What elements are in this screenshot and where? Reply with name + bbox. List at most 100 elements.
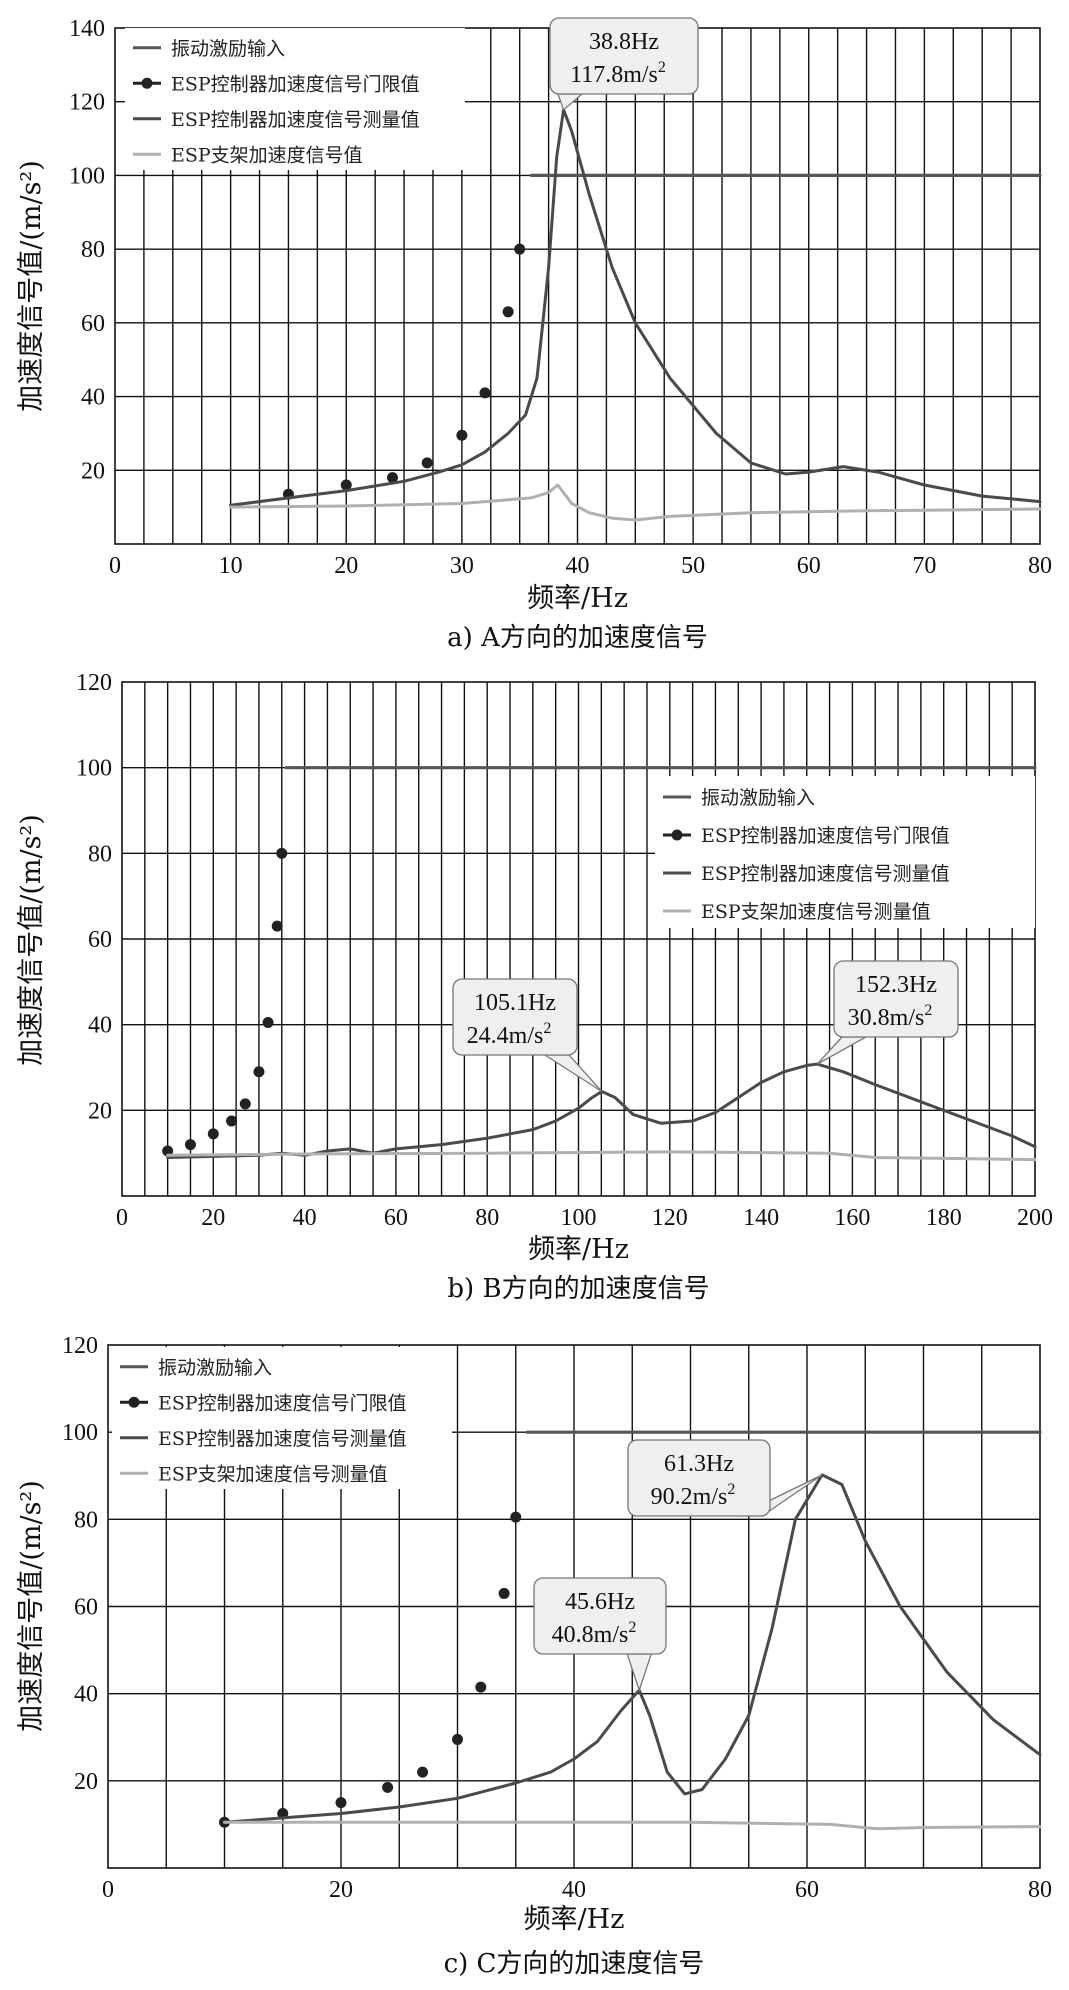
callout-value-superscript: 2 [727, 1481, 735, 1498]
y-tick-label: 120 [69, 90, 105, 116]
legend: 振动激励输入 ESP控制器加速度信号门限值 ESP控制器加速度信号测量值 ESP支架加… [655, 776, 1035, 928]
series-line [223, 1820, 1042, 1831]
x-tick-label: 0 [102, 1877, 114, 1903]
data-point [207, 1128, 219, 1140]
callout-frequency: 152.3Hz [855, 972, 937, 998]
legend: 振动激励输入 ESP控制器加速度信号门限值 ESP控制器加速度信号测量值 ESP支架加… [125, 28, 465, 170]
y-tick-label: 60 [74, 1595, 98, 1621]
series-3 [223, 1473, 1042, 1824]
chart-caption: b) B方向的加速度信号 [447, 1274, 709, 1304]
x-tick-label: 80 [475, 1205, 499, 1231]
x-tick-label: 40 [566, 553, 590, 579]
legend-swatch-dot [128, 1396, 140, 1408]
legend-label: 振动激励输入 [158, 1357, 272, 1379]
peak-callout: 45.6Hz 40.8m/s2 [533, 1577, 667, 1693]
x-tick-label: 100 [561, 1205, 597, 1231]
x-tick-label: 0 [109, 553, 121, 579]
callout-value: 117.8m/s2 [570, 59, 666, 88]
legend-item: ESP支架加速度信号值 [133, 144, 363, 166]
data-point [226, 1115, 238, 1127]
legend-item: ESP控制器加速度信号测量值 [663, 863, 950, 885]
x-tick-label: 20 [334, 553, 358, 579]
legend-item: 振动激励输入 [133, 38, 285, 60]
y-tick-label: 140 [69, 16, 105, 42]
callout-value-superscript: 2 [628, 1619, 636, 1636]
y-tick-label: 80 [88, 841, 112, 867]
x-tick-label: 60 [797, 553, 821, 579]
data-point [262, 1017, 274, 1029]
chart-a: 0 10 20 30 40 50 60 70 80 20 40 60 80 100 120 140 频率/Hz 加… [16, 16, 1052, 653]
series-2 [162, 847, 288, 1157]
legend-label: ESP控制器加速度信号门限值 [171, 73, 420, 95]
data-point [514, 243, 526, 255]
chart-caption: a) A方向的加速度信号 [447, 623, 708, 653]
y-axis-title: 加速度信号值/(m/s²) [16, 160, 47, 412]
callout-value-number: 117.8m/s [570, 62, 658, 88]
legend-item: 振动激励输入 [120, 1357, 272, 1379]
peak-callout: 105.1Hz 24.4m/s2 [452, 978, 603, 1093]
callout-value: 90.2m/s2 [651, 1481, 736, 1510]
series-2 [282, 243, 526, 500]
series-4 [223, 1820, 1042, 1831]
data-point [452, 1733, 463, 1745]
y-tick-label: 40 [74, 1682, 98, 1708]
x-axis-title: 频率/Hz [524, 1904, 625, 1935]
chart-b: 0 20 40 60 80 100 120 140 160 180 200 20 40 60 80 100 12… [16, 670, 1053, 1304]
legend-item: ESP支架加速度信号测量值 [663, 901, 931, 923]
x-tick-label: 0 [116, 1205, 128, 1231]
legend-box [655, 776, 1035, 928]
peak-callout: 152.3Hz 30.8m/s2 [816, 960, 959, 1065]
series-3 [229, 108, 1042, 507]
data-point [502, 306, 514, 318]
x-axis-title: 频率/Hz [527, 583, 628, 614]
x-tick-label: 50 [681, 553, 705, 579]
legend-label: ESP控制器加速度信号门限值 [158, 1392, 407, 1414]
y-tick-label: 20 [74, 1769, 98, 1795]
y-tick-label: 20 [81, 458, 105, 484]
data-point [184, 1139, 196, 1151]
chart-c: 0 20 40 60 80 20 40 60 80 100 120 频率/Hz 加速度信号值/(m/s²… [16, 1333, 1052, 1979]
data-point [382, 1781, 394, 1793]
callout-value: 24.4m/s2 [467, 1020, 552, 1049]
x-tick-label: 30 [450, 553, 474, 579]
legend-label: ESP控制器加速度信号门限值 [701, 825, 950, 847]
x-tick-label: 80 [1028, 1877, 1052, 1903]
data-point [510, 1511, 522, 1523]
callout-value: 40.8m/s2 [552, 1619, 637, 1648]
legend: 振动激励输入 ESP控制器加速度信号门限值 ESP控制器加速度信号测量值 ESP支架加… [112, 1347, 452, 1489]
y-tick-label: 120 [62, 1333, 98, 1359]
series-2 [219, 1511, 522, 1828]
callout-value: 30.8m/s2 [848, 1002, 933, 1031]
peak-callout: 38.8Hz 117.8m/s2 [549, 17, 699, 111]
callout-value-superscript: 2 [924, 1002, 932, 1019]
callout-box [627, 1439, 771, 1517]
callout-value-superscript: 2 [543, 1020, 551, 1037]
y-tick-label: 40 [81, 385, 105, 411]
legend-label: ESP控制器加速度信号测量值 [171, 109, 420, 131]
callout-box [833, 960, 959, 1038]
data-point [456, 429, 468, 441]
series-line [166, 1062, 1037, 1159]
y-tick-label: 80 [81, 237, 105, 263]
y-tick-label: 100 [62, 1420, 98, 1446]
y-tick-label: 80 [74, 1507, 98, 1533]
legend-box [125, 28, 465, 170]
callout-value-number: 30.8m/s [848, 1005, 925, 1031]
legend-label: ESP控制器加速度信号测量值 [701, 863, 950, 885]
x-tick-label: 40 [293, 1205, 317, 1231]
series-line [229, 483, 1042, 522]
x-axis-title: 频率/Hz [528, 1234, 629, 1265]
x-tick-label: 10 [219, 553, 243, 579]
legend-item: ESP支架加速度信号测量值 [120, 1463, 388, 1485]
x-tick-label: 80 [1028, 553, 1052, 579]
legend-swatch-dot [671, 829, 683, 841]
callout-value-superscript: 2 [658, 59, 666, 76]
data-point [417, 1766, 429, 1778]
data-point [421, 457, 433, 469]
data-point [498, 1587, 510, 1599]
peak-callout: 61.3Hz 90.2m/s2 [627, 1439, 823, 1517]
legend-swatch-dot [141, 77, 153, 89]
series-line [166, 1150, 1037, 1162]
legend-label: ESP支架加速度信号测量值 [701, 901, 931, 923]
data-point [387, 472, 398, 484]
